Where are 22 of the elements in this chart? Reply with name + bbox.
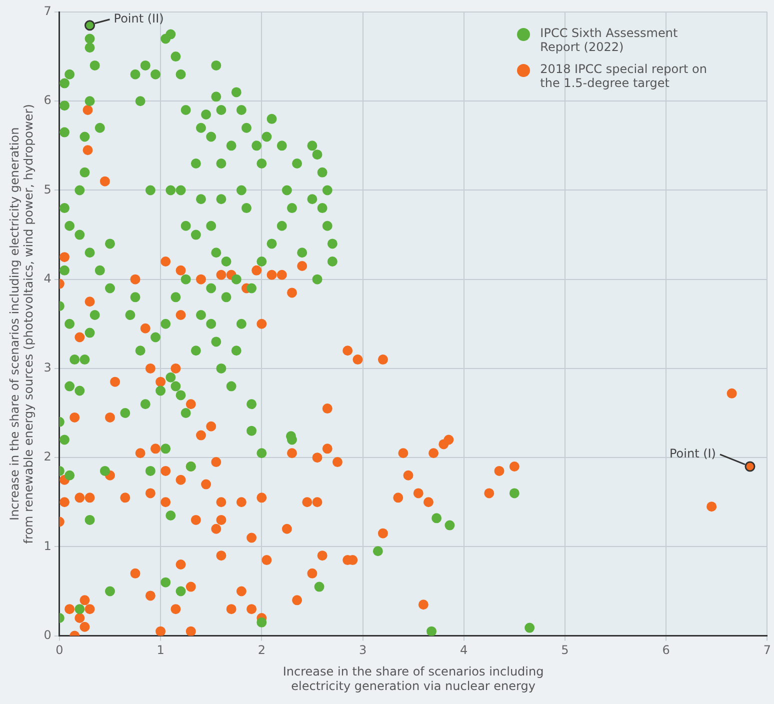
x-tick-label: 0 — [56, 643, 64, 658]
x-tick-label: 6 — [662, 643, 670, 658]
y-tick-label: 3 — [44, 360, 52, 375]
x-tick-label: 1 — [156, 643, 164, 658]
y-tick-label: 6 — [44, 93, 52, 108]
y-tick-label: 2 — [44, 450, 52, 464]
y-tick-label: 4 — [44, 271, 52, 286]
x-tick-label: 7 — [763, 643, 772, 658]
y-tick-label: 7 — [44, 4, 52, 18]
legend-label: 2018 IPCC special report on the 1.5-degree target — [540, 62, 708, 90]
annotation: Point (I) — [669, 446, 716, 461]
x-tick-label: 5 — [561, 643, 569, 658]
x-tick-label: 2 — [258, 643, 266, 658]
x-tick-label: 3 — [358, 643, 367, 658]
legend-label: IPCC Sixth Assessment Report (2022) — [540, 26, 679, 54]
annotation: Point (II) — [114, 11, 164, 26]
y-tick-label: 5 — [44, 182, 52, 196]
x-axis-title: Increase in the share of scenarios including electricity generation via nuclear energy — [282, 664, 544, 693]
y-tick-label: 1 — [44, 538, 52, 553]
y-tick-label: 0 — [44, 628, 52, 642]
x-tick-label: 4 — [460, 643, 468, 658]
y-axis-title: Increase in the share of scenarios including electricity generation from renewable energy sources (photovoltaics, wind power, hydropower) — [7, 104, 36, 544]
